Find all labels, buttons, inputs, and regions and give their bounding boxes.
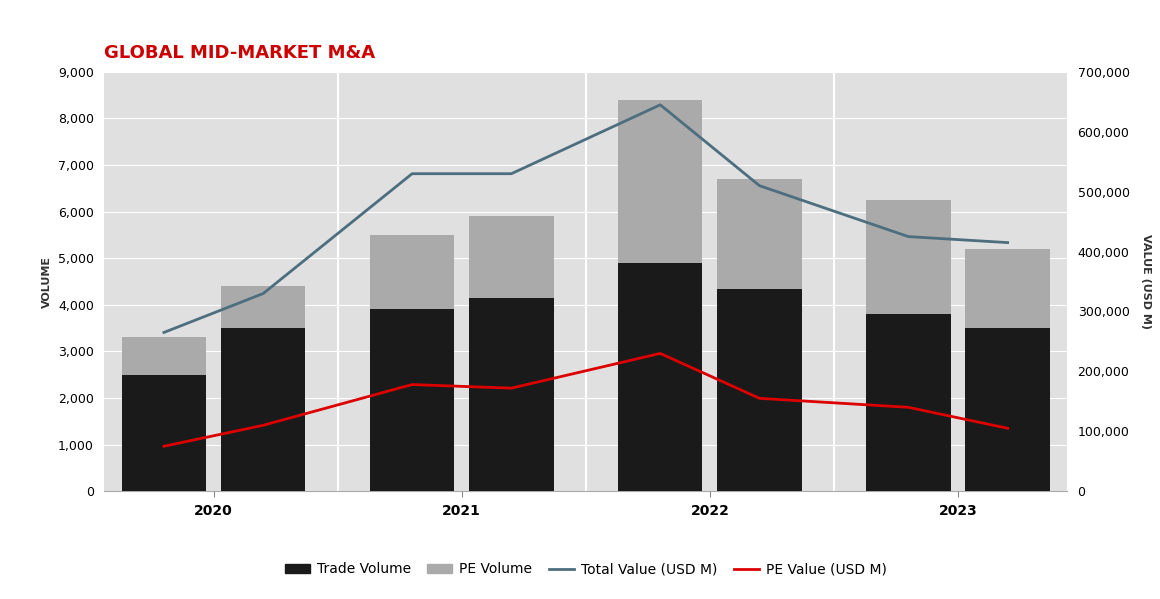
Bar bbox=[965, 328, 1050, 491]
Bar bbox=[122, 337, 206, 375]
Bar bbox=[469, 216, 553, 298]
Text: GLOBAL MID-MARKET M&A: GLOBAL MID-MARKET M&A bbox=[104, 44, 376, 62]
Bar bbox=[122, 375, 206, 491]
Bar bbox=[469, 298, 553, 491]
Bar bbox=[867, 200, 950, 314]
Y-axis label: VALUE (USD M): VALUE (USD M) bbox=[1140, 234, 1151, 329]
Bar bbox=[370, 235, 455, 310]
Bar bbox=[222, 328, 305, 491]
Y-axis label: VOLUME: VOLUME bbox=[43, 256, 52, 307]
Bar bbox=[867, 314, 950, 491]
Legend: Trade Volume, PE Volume, Total Value (USD M), PE Value (USD M): Trade Volume, PE Volume, Total Value (US… bbox=[280, 557, 892, 582]
Bar bbox=[965, 249, 1050, 328]
Bar bbox=[222, 286, 305, 328]
Bar bbox=[717, 289, 802, 491]
Bar bbox=[618, 263, 703, 491]
Bar bbox=[370, 310, 455, 491]
Bar bbox=[618, 100, 703, 263]
Bar bbox=[717, 179, 802, 289]
